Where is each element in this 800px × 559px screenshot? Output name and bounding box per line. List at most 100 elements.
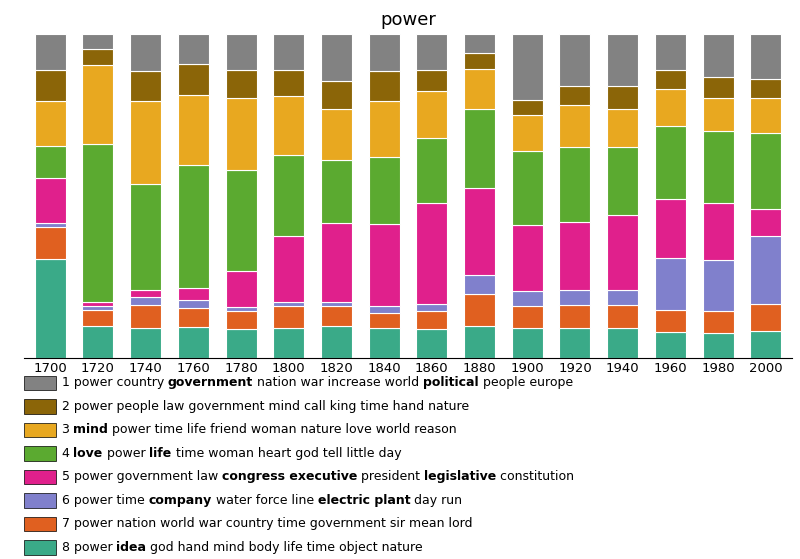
Bar <box>274 155 304 236</box>
Bar <box>607 109 638 146</box>
Bar <box>226 271 257 307</box>
Bar <box>369 71 400 101</box>
Bar <box>130 297 161 305</box>
Bar <box>178 288 209 300</box>
Bar <box>321 34 352 81</box>
Bar <box>82 34 114 49</box>
Bar <box>559 290 590 305</box>
Bar <box>607 290 638 305</box>
Bar <box>369 34 400 71</box>
Bar <box>178 327 209 358</box>
Text: 2 power people law government mind call king time hand nature: 2 power people law government mind call … <box>62 400 469 413</box>
Text: 7 power nation world war country time government sir mean lord: 7 power nation world war country time go… <box>62 517 472 530</box>
Bar <box>512 115 542 151</box>
Text: company: company <box>148 494 211 507</box>
Bar <box>512 225 542 291</box>
Bar <box>416 69 447 91</box>
Bar <box>82 65 114 144</box>
Bar <box>82 49 114 65</box>
Title: power: power <box>380 11 436 29</box>
Bar <box>702 333 734 358</box>
Bar <box>321 81 352 108</box>
Bar <box>750 209 782 236</box>
Bar <box>321 160 352 224</box>
Bar <box>464 34 495 53</box>
Bar <box>369 313 400 328</box>
Bar <box>34 34 66 69</box>
Bar <box>464 188 495 274</box>
Bar <box>130 184 161 290</box>
Bar <box>130 290 161 297</box>
Bar <box>464 108 495 188</box>
Bar <box>702 34 734 77</box>
Bar <box>178 307 209 327</box>
Bar <box>655 258 686 310</box>
Bar <box>607 34 638 86</box>
Bar <box>226 170 257 271</box>
Bar <box>226 98 257 170</box>
Bar <box>702 77 734 98</box>
Bar <box>702 260 734 311</box>
Bar <box>655 34 686 70</box>
Bar <box>464 274 495 295</box>
Bar <box>130 71 161 101</box>
Text: 1 power country: 1 power country <box>62 376 168 390</box>
Bar <box>416 329 447 358</box>
Bar <box>321 306 352 326</box>
Bar <box>34 146 66 178</box>
Bar <box>464 326 495 358</box>
Bar <box>226 329 257 358</box>
Bar <box>226 69 257 98</box>
Text: god hand mind body life time object nature: god hand mind body life time object natu… <box>146 541 423 554</box>
Bar <box>655 310 686 332</box>
Bar <box>82 306 114 310</box>
Bar <box>34 259 66 358</box>
Bar <box>178 64 209 95</box>
Bar <box>655 332 686 358</box>
Bar <box>607 215 638 290</box>
Bar <box>559 105 590 146</box>
Bar <box>130 305 161 328</box>
Bar <box>607 86 638 109</box>
Text: people europe: people europe <box>479 376 573 390</box>
Bar <box>34 178 66 222</box>
Text: legislative: legislative <box>424 470 497 484</box>
Bar <box>702 98 734 131</box>
Bar <box>82 310 114 326</box>
Bar <box>607 328 638 358</box>
Bar <box>274 34 304 70</box>
Bar <box>416 203 447 304</box>
Bar <box>559 328 590 358</box>
Bar <box>178 95 209 165</box>
Text: time woman heart god tell little day: time woman heart god tell little day <box>171 447 402 460</box>
Text: government: government <box>168 376 253 390</box>
Bar <box>750 331 782 358</box>
Text: power: power <box>102 447 150 460</box>
Bar <box>512 328 542 358</box>
Text: mind: mind <box>74 423 108 437</box>
Bar <box>750 304 782 331</box>
Bar <box>512 151 542 225</box>
Text: nation war increase world: nation war increase world <box>253 376 423 390</box>
Bar <box>416 34 447 69</box>
Bar <box>82 326 114 358</box>
Bar <box>274 302 304 306</box>
Bar <box>130 34 161 71</box>
Bar <box>274 236 304 302</box>
Text: water force line: water force line <box>211 494 318 507</box>
Bar <box>750 132 782 209</box>
Bar <box>369 101 400 157</box>
Bar <box>416 91 447 138</box>
Text: 3: 3 <box>62 423 74 437</box>
Text: constitution: constitution <box>497 470 574 484</box>
Bar <box>321 108 352 160</box>
Text: life: life <box>150 447 171 460</box>
Bar <box>321 326 352 358</box>
Bar <box>512 34 542 100</box>
Bar <box>655 70 686 89</box>
Bar <box>130 101 161 184</box>
Bar <box>226 311 257 329</box>
Bar <box>274 96 304 155</box>
Bar <box>369 328 400 358</box>
Bar <box>512 291 542 306</box>
